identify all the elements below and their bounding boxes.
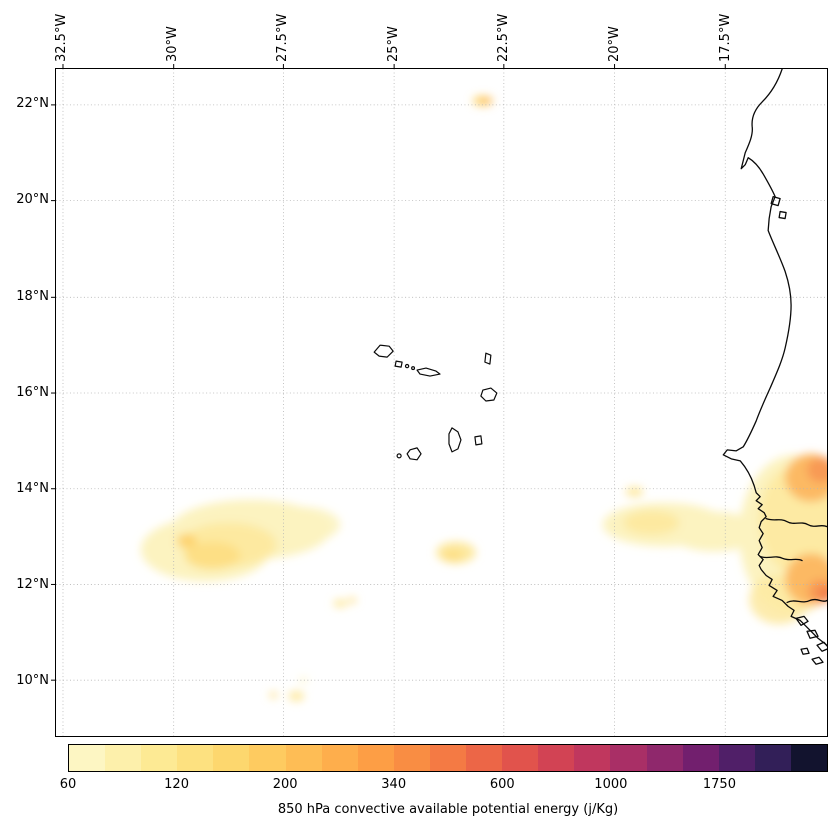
coastline-west-africa <box>722 69 827 665</box>
colorbar-tick-label: 1000 <box>594 777 628 792</box>
colorbar-label: 850 hPa convective available potential e… <box>277 802 619 817</box>
colorbar-cell <box>574 745 611 771</box>
gridlines <box>56 69 827 736</box>
colorbar-cell <box>357 745 394 771</box>
x-tick-label: 32.5°W <box>54 13 69 62</box>
x-tick-label: 30°W <box>165 26 180 62</box>
y-tick-label: 18°N <box>16 289 49 304</box>
colorbar-cell <box>682 745 719 771</box>
colorbar-cell <box>105 745 142 771</box>
colorbar-cell <box>538 745 575 771</box>
colorbar-tick-label: 1750 <box>702 777 736 792</box>
y-tick-label: 12°N <box>16 577 49 592</box>
y-tick-label: 14°N <box>16 481 49 496</box>
colorbar-cell <box>213 745 250 771</box>
x-tick-label: 17.5°W <box>718 13 733 62</box>
cape-shading-layer <box>140 95 827 702</box>
colorbar-cell <box>249 745 286 771</box>
colorbar-cell <box>790 745 827 771</box>
colorbar-tick-label: 60 <box>59 777 77 792</box>
x-tick-label: 22.5°W <box>496 13 511 62</box>
y-tick-label: 16°N <box>16 385 49 400</box>
colorbar-tick-label: 340 <box>381 777 407 792</box>
colorbar-cell <box>610 745 647 771</box>
axis-ticks <box>51 64 726 681</box>
colorbar-cell <box>754 745 791 771</box>
colorbar <box>68 744 828 772</box>
colorbar-cell <box>177 745 214 771</box>
colorbar-swatches <box>69 745 827 771</box>
map-plot-area <box>51 64 828 737</box>
cape-verde-islands <box>373 344 498 461</box>
colorbar-cell <box>429 745 467 771</box>
colorbar-cell <box>466 745 503 771</box>
colorbar-cell <box>502 745 539 771</box>
colorbar-cell <box>141 745 178 771</box>
colorbar-cell <box>285 745 322 771</box>
y-tick-label: 10°N <box>16 673 49 688</box>
colorbar-tick-label: 200 <box>272 777 298 792</box>
y-tick-label: 20°N <box>16 192 49 207</box>
colorbar-cell <box>321 745 358 771</box>
map-canvas <box>51 64 827 736</box>
x-tick-label: 20°W <box>607 26 622 62</box>
colorbar-tick-label: 600 <box>489 777 515 792</box>
colorbar-cell <box>718 745 755 771</box>
y-tick-label: 22°N <box>16 96 49 111</box>
x-tick-label: 27.5°W <box>275 13 290 62</box>
colorbar-cell <box>69 745 106 771</box>
colorbar-cell <box>393 745 430 771</box>
colorbar-ticks: 60 120 200 340 600 1000 1750 <box>60 777 828 793</box>
colorbar-tick-label: 120 <box>164 777 189 792</box>
x-tick-label: 25°W <box>386 26 401 62</box>
colorbar-cell <box>646 745 683 771</box>
